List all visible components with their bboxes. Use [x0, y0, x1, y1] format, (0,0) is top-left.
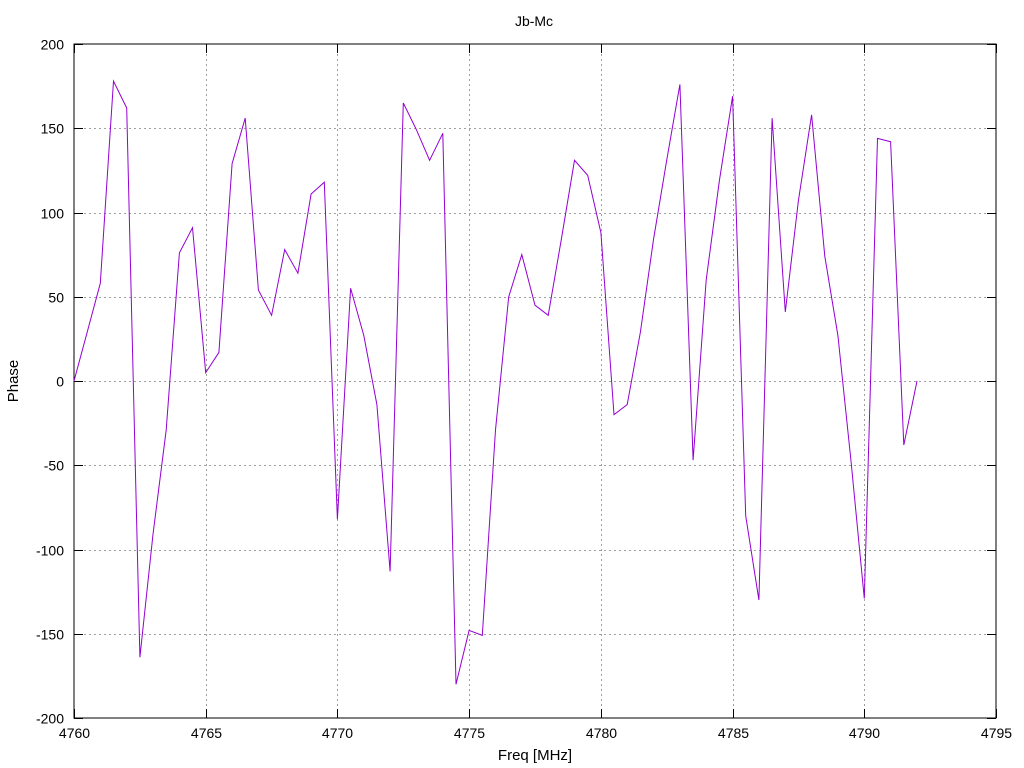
x-tick-label: 4780 — [586, 725, 617, 741]
x-tick-label: 4765 — [191, 725, 222, 741]
chart-title: Jb-Mc — [515, 13, 553, 29]
series-line — [73, 79, 918, 685]
grid — [74, 44, 996, 718]
y-tick-labels: -200 -150 -100 -50 0 50 100 150 200 — [36, 37, 64, 727]
y-tick-label: 0 — [56, 374, 64, 390]
x-tick-label: 4775 — [454, 725, 485, 741]
x-tick-label: 4785 — [718, 725, 749, 741]
x-tick-label: 4760 — [59, 725, 90, 741]
ticks — [74, 44, 997, 719]
y-tick-label: 100 — [41, 206, 65, 222]
x-tick-labels: 4760 4765 4770 4775 4780 4785 4790 4795 — [59, 725, 1012, 741]
x-tick-label: 4795 — [981, 725, 1012, 741]
y-tick-label: 200 — [41, 37, 65, 53]
y-tick-label: -200 — [36, 711, 64, 727]
y-tick-label: -50 — [44, 458, 64, 474]
y-tick-label: -100 — [36, 543, 64, 559]
y-tick-label: -150 — [36, 627, 64, 643]
y-tick-label: 150 — [41, 121, 65, 137]
x-axis-label: Freq [MHz] — [498, 747, 572, 764]
y-axis-label: Phase — [5, 360, 22, 403]
x-tick-label: 4790 — [849, 725, 880, 741]
y-tick-label: 50 — [48, 290, 64, 306]
x-tick-label: 4770 — [322, 725, 353, 741]
